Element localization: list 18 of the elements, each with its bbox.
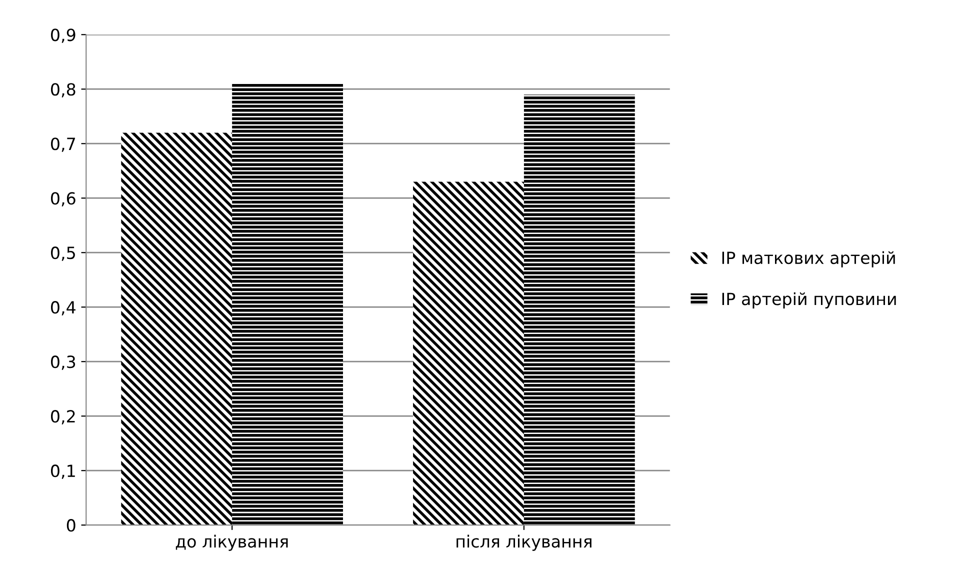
bar xyxy=(413,182,524,526)
y-tick-label: 0,8 xyxy=(51,83,76,98)
y-tick-label: 0,4 xyxy=(51,301,76,316)
y-tick-label: 0 xyxy=(66,519,76,532)
x-tick-label: після лікування xyxy=(456,534,592,551)
y-tick-label: 0,1 xyxy=(51,464,75,479)
bar xyxy=(524,94,635,526)
legend-label: IP артерій пуповини xyxy=(722,292,896,308)
bar xyxy=(121,132,232,526)
legend-label: IP маткових артерій xyxy=(722,251,895,268)
y-tick-label: 0,5 xyxy=(51,246,75,261)
y-tick-label: 0,6 xyxy=(51,192,76,206)
x-tick-label: до лікування xyxy=(176,534,288,551)
y-tick-label: 0,9 xyxy=(51,28,76,43)
y-tick-label: 0,3 xyxy=(51,356,76,370)
y-tick-label: 0,2 xyxy=(51,410,75,424)
bar xyxy=(232,84,343,526)
y-tick-label: 0,7 xyxy=(51,138,75,152)
